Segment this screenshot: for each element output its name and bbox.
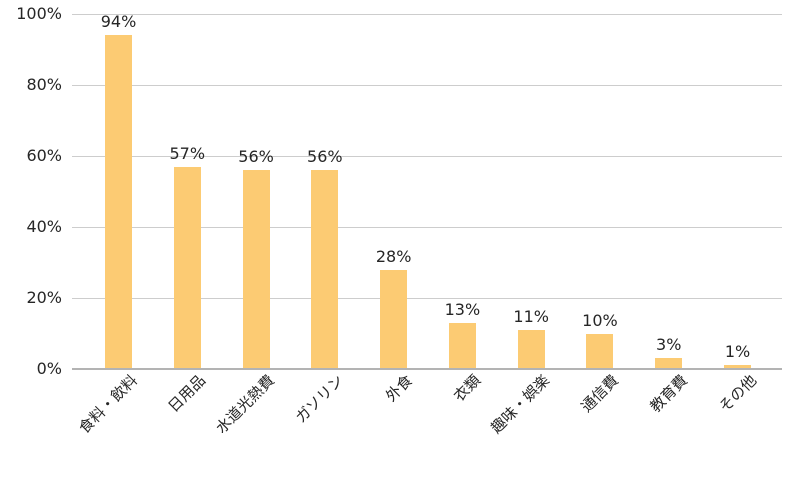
bar-1 <box>105 35 132 369</box>
category-label: 通信費 <box>577 371 622 416</box>
gridline <box>72 14 782 15</box>
bar-value-label: 10% <box>582 310 618 330</box>
bar-value-label: 56% <box>307 147 343 167</box>
bar-10 <box>724 365 752 369</box>
category-label: ガソリン <box>291 371 347 427</box>
bar-7 <box>517 329 545 369</box>
y-axis-tick-label: 40% <box>26 217 62 236</box>
bar-value-label: 11% <box>513 306 549 326</box>
category-label: 趣味・娯楽 <box>487 371 554 438</box>
bar-8 <box>586 333 614 369</box>
bar-value-label: 1% <box>724 342 751 362</box>
bar-value-label: 56% <box>238 147 274 167</box>
category-label: 教育費 <box>646 371 691 416</box>
gridline <box>72 156 782 157</box>
bar-4 <box>311 170 339 369</box>
y-axis-tick-label: 60% <box>26 146 62 165</box>
gridline <box>72 85 782 86</box>
bar-value-label: 94% <box>100 12 137 32</box>
bar-chart: 94% 57% 56% 56% 28% 13% 11% 10% 3% 1% 0% 20% 40% 60%… <box>16 4 782 438</box>
y-axis-tick-label: 20% <box>26 288 62 307</box>
bar-3 <box>242 170 270 369</box>
bar-6 <box>448 322 476 369</box>
y-axis-tick-label: 0% <box>36 359 62 378</box>
category-label: 水道光熱費 <box>212 371 279 438</box>
y-axis-tick-label: 80% <box>26 75 62 94</box>
bar-2 <box>173 166 201 369</box>
bar-5 <box>380 269 408 369</box>
category-label: 衣類 <box>450 371 485 406</box>
category-label: 外食 <box>381 371 416 406</box>
category-label: その他 <box>714 371 760 416</box>
plot-area: 94% 57% 56% 56% 28% 13% 11% 10% 3% 1% <box>72 12 782 370</box>
x-axis-line <box>72 368 782 370</box>
bar-value-label: 28% <box>375 246 412 266</box>
bar-9 <box>655 358 683 369</box>
gridline <box>72 298 782 299</box>
bar-value-label: 3% <box>656 335 682 355</box>
category-label: 日用品 <box>164 371 210 416</box>
category-label: 食料・飲料 <box>74 371 141 438</box>
bar-value-label: 57% <box>169 143 206 163</box>
gridline <box>72 227 782 228</box>
y-axis-tick-label: 100% <box>16 4 62 23</box>
bar-value-label: 13% <box>444 299 481 319</box>
